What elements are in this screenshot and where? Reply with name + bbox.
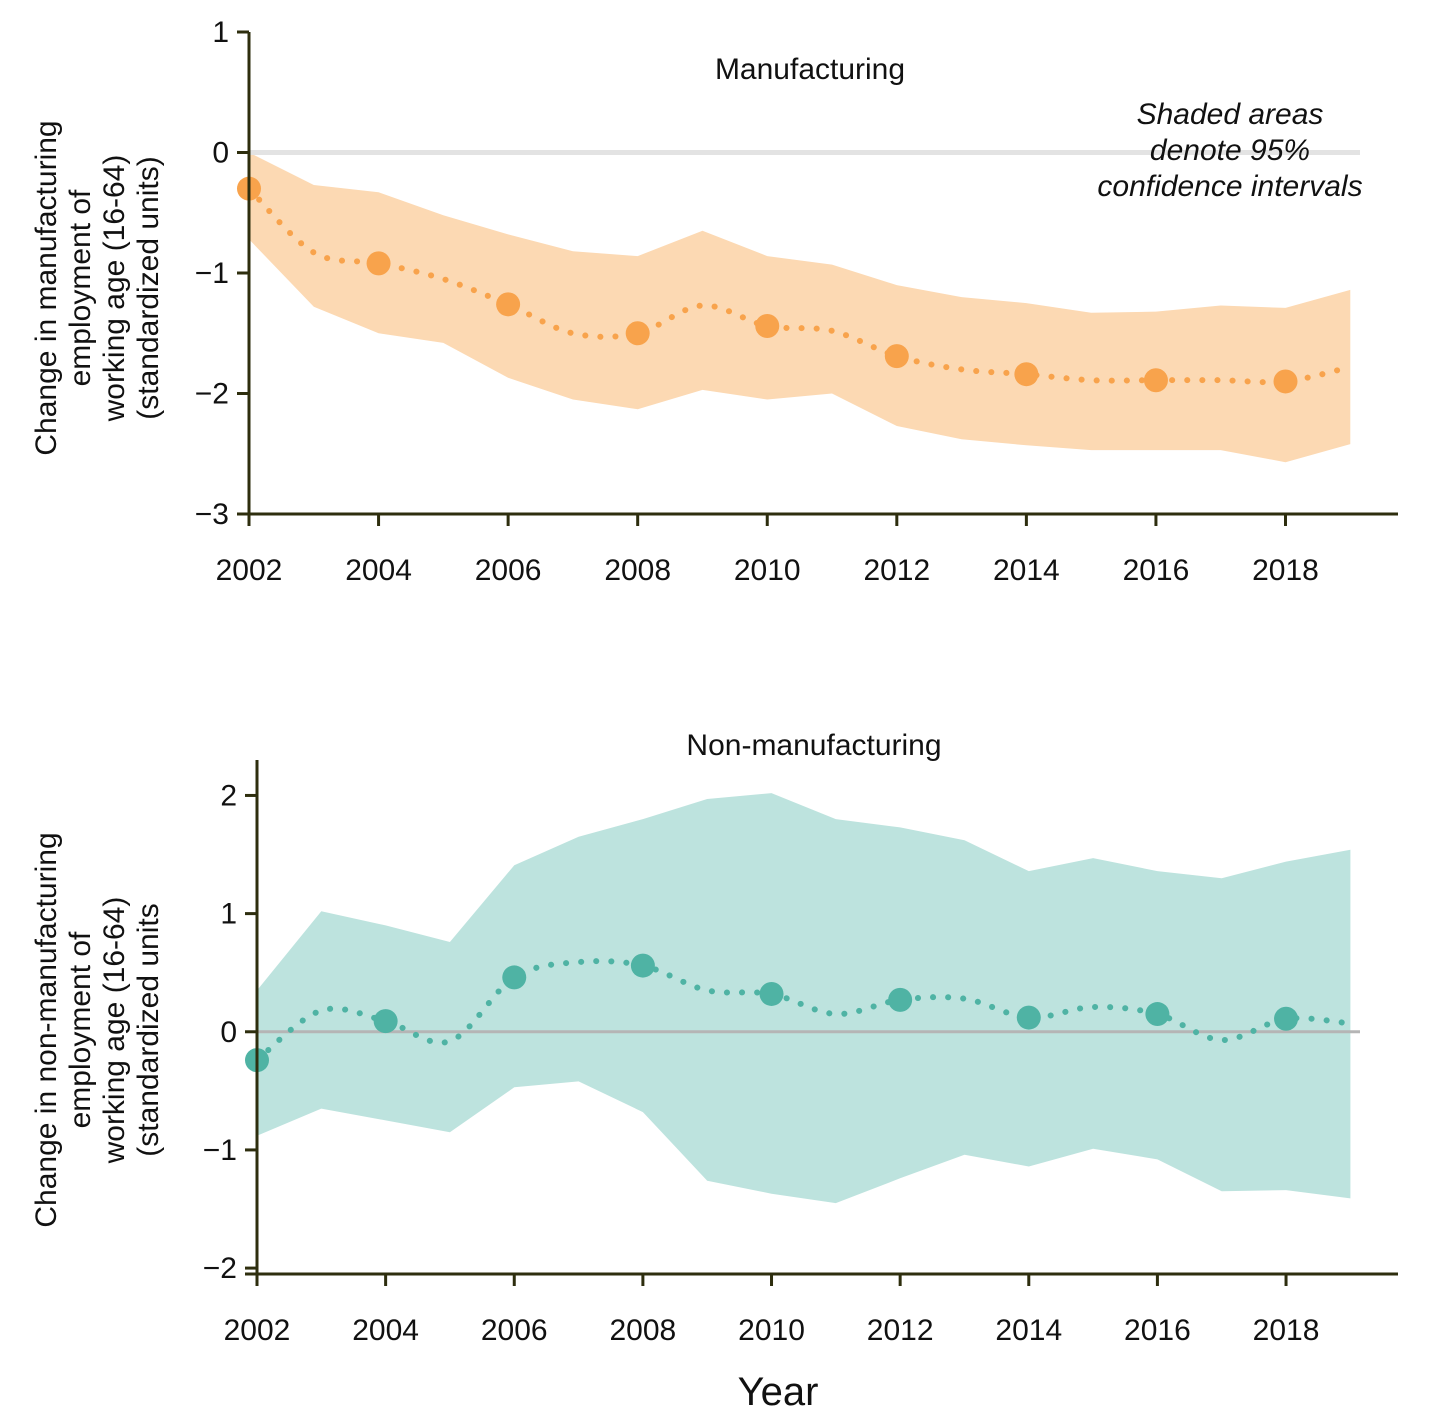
y-tick-label: −1 (203, 1134, 237, 1167)
data-point-2012 (888, 987, 913, 1012)
data-point-2012 (884, 344, 909, 369)
data-point-2004 (366, 251, 391, 276)
y-tick-label: −2 (195, 378, 229, 411)
y-axis-label-line: Change in non-manufacturing (30, 832, 63, 1227)
y-tick-label: −2 (203, 1252, 237, 1285)
confidence-note: Shaded areas denote 95% confidence interva… (1097, 98, 1362, 203)
y-tick-label: 0 (220, 1016, 237, 1049)
y-axis-label-line: employment of (64, 189, 97, 386)
y-tick-label: −3 (195, 498, 229, 531)
data-point-2018 (1274, 1006, 1299, 1031)
data-point-2006 (502, 965, 527, 990)
manufacturing-panel: 1 0 −1 −2 −3 2002 2004 2006 2008 2010 2012 2014 2016… (30, 16, 1398, 587)
confidence-note-line: denote 95% (1150, 134, 1310, 167)
data-point-2010 (755, 314, 780, 339)
series-line (246, 185, 1354, 386)
x-tick-label: 2010 (738, 1314, 805, 1347)
y-tick-label: 1 (212, 16, 229, 49)
x-tick-label: 2014 (995, 1314, 1062, 1347)
x-tick-label: 2018 (1252, 554, 1319, 587)
y-axis-label-line: (standardized units) (132, 156, 165, 419)
y-tick-label: 1 (220, 898, 237, 931)
y-axis-label-line: (standardized units (132, 903, 165, 1156)
y-axis-label: Change in non-manufacturingemployment of… (30, 832, 165, 1227)
x-tick-label: 2012 (863, 554, 930, 587)
y-axis-label-line: working age (16-64) (98, 897, 131, 1165)
x-tick-label: 2010 (734, 554, 801, 587)
x-tick-label: 2008 (604, 554, 671, 587)
data-point-2018 (1273, 369, 1298, 394)
y-tick-label: −1 (195, 257, 229, 290)
y-tick-label: 2 (220, 779, 237, 812)
x-tick-label: 2002 (224, 1314, 291, 1347)
x-tick-label: 2002 (216, 554, 283, 587)
panel-title: Manufacturing (715, 53, 905, 86)
data-point-2008 (630, 953, 655, 978)
x-tick-label: 2006 (481, 1314, 548, 1347)
x-tick-label: 2006 (475, 554, 542, 587)
x-tick-label: 2008 (610, 1314, 677, 1347)
data-point-2006 (496, 292, 521, 317)
x-tick-label: 2012 (867, 1314, 934, 1347)
data-point-2016 (1145, 1002, 1170, 1027)
confidence-note-line: Shaded areas (1137, 98, 1324, 131)
y-tick-label: 0 (212, 137, 229, 170)
data-point-2004 (373, 1009, 398, 1034)
y-axis-label-line: working age (16-64) (98, 155, 131, 423)
y-axis-label-line: Change in manufacturing (30, 120, 63, 455)
data-point-2008 (625, 321, 650, 346)
x-tick-label: 2004 (352, 1314, 419, 1347)
data-point-2016 (1143, 368, 1168, 393)
confidence-band (257, 793, 1351, 1204)
x-tick-label: 2018 (1253, 1314, 1320, 1347)
x-tick-label: 2004 (345, 554, 412, 587)
confidence-band (249, 152, 1351, 463)
y-axis-label-line: employment of (64, 931, 97, 1128)
x-tick-label: 2016 (1123, 554, 1190, 587)
y-axis-label: Change in manufacturingemployment ofwork… (30, 120, 165, 455)
confidence-note-line: confidence intervals (1097, 170, 1362, 203)
data-point-2010 (759, 981, 784, 1006)
data-point-2014 (1016, 1005, 1041, 1030)
x-axis-label: Year (738, 1370, 819, 1414)
x-tick-label: 2014 (993, 554, 1060, 587)
data-point-2014 (1014, 362, 1039, 387)
x-tick-label: 2016 (1124, 1314, 1191, 1347)
non-manufacturing-panel: 2 1 0 −1 −2 2002 2004 2006 2008 2010 2012 2014 2016 2… (30, 729, 1398, 1414)
panel-title: Non-manufacturing (686, 729, 941, 762)
